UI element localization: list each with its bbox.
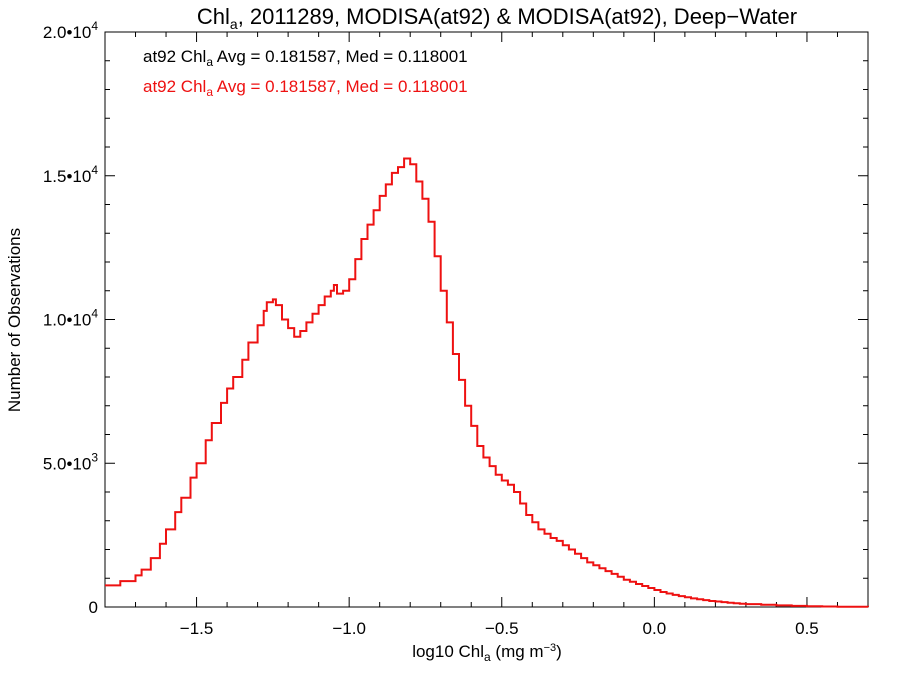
chart-title: Chla, 2011289, MODISA(at92) & MODISA(at9… <box>197 4 797 32</box>
y-tick-label: 2.0•104 <box>43 19 99 42</box>
y-tick-label: 0 <box>89 598 98 617</box>
y-tick-label: 1.5•104 <box>43 163 99 186</box>
axis-ticks: −1.5 −1.0 −0.5 0.0 0.5 0 5.0•103 1.0•104 1.5•104… <box>43 19 869 638</box>
x-tick-label: 0.0 <box>643 619 667 638</box>
stat-annotation-red: at92 Chla Avg = 0.181587, Med = 0.118001 <box>143 77 468 99</box>
stat-annotation-black: at92 Chla Avg = 0.181587, Med = 0.118001 <box>143 47 468 69</box>
x-tick-label: −1.5 <box>180 619 214 638</box>
x-tick-label: −1.0 <box>332 619 366 638</box>
y-tick-label: 5.0•103 <box>43 450 99 473</box>
y-axis-title: Number of Observations <box>5 228 24 412</box>
series-group <box>105 157 869 608</box>
plot-frame <box>104 31 869 608</box>
x-axis-title: log10 Chla (mg m−3) <box>412 642 562 664</box>
y-tick-label: 1.0•104 <box>43 307 99 330</box>
x-tick-label: 0.5 <box>795 619 819 638</box>
x-tick-label: −0.5 <box>485 619 519 638</box>
histogram-series-line <box>105 157 869 608</box>
